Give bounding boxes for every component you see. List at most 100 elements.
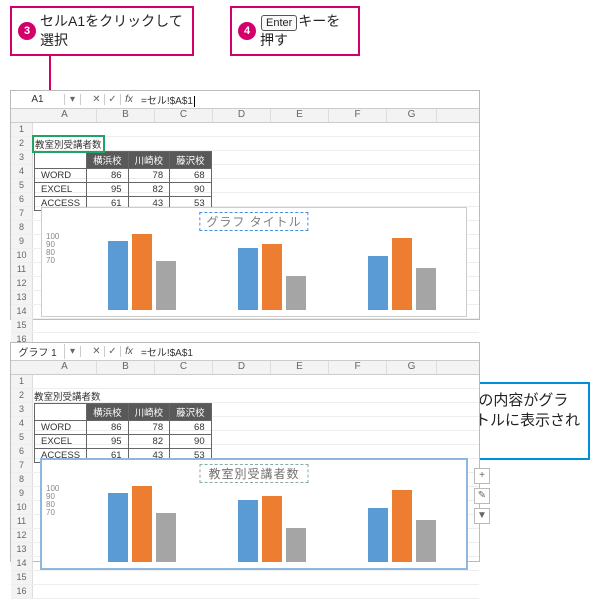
col-header[interactable]: A [33,109,97,122]
table-cell[interactable]: 82 [128,183,170,197]
table-cell[interactable]: 68 [170,169,212,183]
chart-bar[interactable] [262,244,282,310]
table-cell[interactable]: 95 [87,435,129,449]
row-header[interactable]: 10 [11,249,33,262]
table-cell[interactable]: 90 [170,435,212,449]
chart-bar[interactable] [368,508,388,562]
row-header[interactable]: 6 [11,445,33,458]
row-header[interactable]: 8 [11,221,33,234]
row-header[interactable]: 12 [11,277,33,290]
chart-bar[interactable] [416,268,436,310]
chart-bar[interactable] [286,276,306,310]
row-header[interactable]: 16 [11,585,33,598]
row-header[interactable]: 9 [11,235,33,248]
table-header[interactable]: 横浜校 [87,152,129,169]
fx-icon[interactable]: fx [121,346,137,357]
table-header[interactable]: 川崎校 [128,152,170,169]
row-header[interactable]: 4 [11,165,33,178]
table-cell[interactable]: 82 [128,435,170,449]
row-header[interactable]: 1 [11,375,33,388]
row-header[interactable]: 11 [11,515,33,528]
sheet-title[interactable]: 教室別受講者数 [34,137,103,151]
table-cell[interactable]: 86 [87,169,129,183]
fx-icon[interactable]: fx [121,94,137,105]
row-header[interactable]: 7 [11,459,33,472]
enter-icon[interactable]: ✓ [105,94,121,105]
row-header[interactable]: 10 [11,501,33,514]
table-cell[interactable]: 95 [87,183,129,197]
chart-bar[interactable] [238,500,258,562]
table-cell[interactable]: WORD [35,169,87,183]
enter-icon[interactable]: ✓ [105,346,121,357]
row-header[interactable]: 14 [11,305,33,318]
chart[interactable]: 教室別受講者数 100908070 + ✎ ▼ [41,459,467,569]
col-header[interactable]: C [155,361,213,374]
row-header[interactable]: 9 [11,487,33,500]
formula-input[interactable]: =セル!$A$1 [137,344,479,359]
row-header[interactable]: 4 [11,417,33,430]
table-cell[interactable]: EXCEL [35,435,87,449]
namebox-dropdown-icon[interactable]: ▾ [65,94,81,105]
col-header[interactable]: B [97,361,155,374]
chart-bar[interactable] [262,496,282,562]
row-header[interactable]: 1 [11,123,33,136]
table-header[interactable]: 藤沢校 [170,152,212,169]
col-header[interactable]: D [213,361,271,374]
table-cell[interactable]: 86 [87,421,129,435]
chart-add-element-icon[interactable]: + [474,468,490,484]
chart-bar[interactable] [392,238,412,310]
row-header[interactable]: 2 [11,137,33,150]
chart-styles-icon[interactable]: ✎ [474,488,490,504]
sheet-title[interactable]: 教室別受講者数 [34,389,212,403]
chart-bar[interactable] [286,528,306,562]
col-header[interactable]: G [387,361,437,374]
namebox-dropdown-icon[interactable]: ▾ [65,346,81,357]
table-header[interactable]: 川崎校 [128,404,170,421]
name-box[interactable]: A1 [11,94,65,105]
col-header[interactable]: B [97,109,155,122]
name-box[interactable]: グラフ 1 [11,344,65,359]
row-header[interactable]: 3 [11,151,33,164]
table-header[interactable]: 藤沢校 [170,404,212,421]
chart-bar[interactable] [368,256,388,310]
table-cell[interactable]: EXCEL [35,183,87,197]
chart-bar[interactable] [108,241,128,310]
table-cell[interactable]: 78 [128,169,170,183]
chart-bar[interactable] [392,490,412,562]
row-header[interactable]: 15 [11,571,33,584]
chart-bar[interactable] [238,248,258,310]
chart-bar[interactable] [416,520,436,562]
table-header[interactable] [35,152,87,169]
row-header[interactable]: 6 [11,193,33,206]
table-header[interactable]: 横浜校 [87,404,129,421]
row-header[interactable]: 2 [11,389,33,402]
chart-title[interactable]: グラフ タイトル [199,212,308,231]
table-cell[interactable]: 68 [170,421,212,435]
row-header[interactable]: 11 [11,263,33,276]
row-header[interactable]: 13 [11,543,33,556]
chart-bar[interactable] [156,513,176,562]
chart-bar[interactable] [132,486,152,562]
col-header[interactable]: E [271,109,329,122]
table-cell[interactable]: WORD [35,421,87,435]
chart-bar[interactable] [156,261,176,310]
row-header[interactable]: 14 [11,557,33,570]
row-header[interactable]: 8 [11,473,33,486]
chart-title[interactable]: 教室別受講者数 [199,464,308,483]
row-header[interactable]: 5 [11,179,33,192]
col-header[interactable]: F [329,109,387,122]
row-header[interactable]: 5 [11,431,33,444]
chart-bar[interactable] [132,234,152,310]
formula-input[interactable]: =セル!$A$1 [137,92,479,107]
chart-filter-icon[interactable]: ▼ [474,508,490,524]
col-header[interactable]: D [213,109,271,122]
row-header[interactable]: 7 [11,207,33,220]
table-header[interactable] [35,404,87,421]
col-header[interactable]: C [155,109,213,122]
row-header[interactable]: 15 [11,319,33,332]
cancel-icon[interactable]: ✕ [89,346,105,357]
row-header[interactable]: 3 [11,403,33,416]
col-header[interactable]: G [387,109,437,122]
chart-bar[interactable] [108,493,128,562]
col-header[interactable]: F [329,361,387,374]
